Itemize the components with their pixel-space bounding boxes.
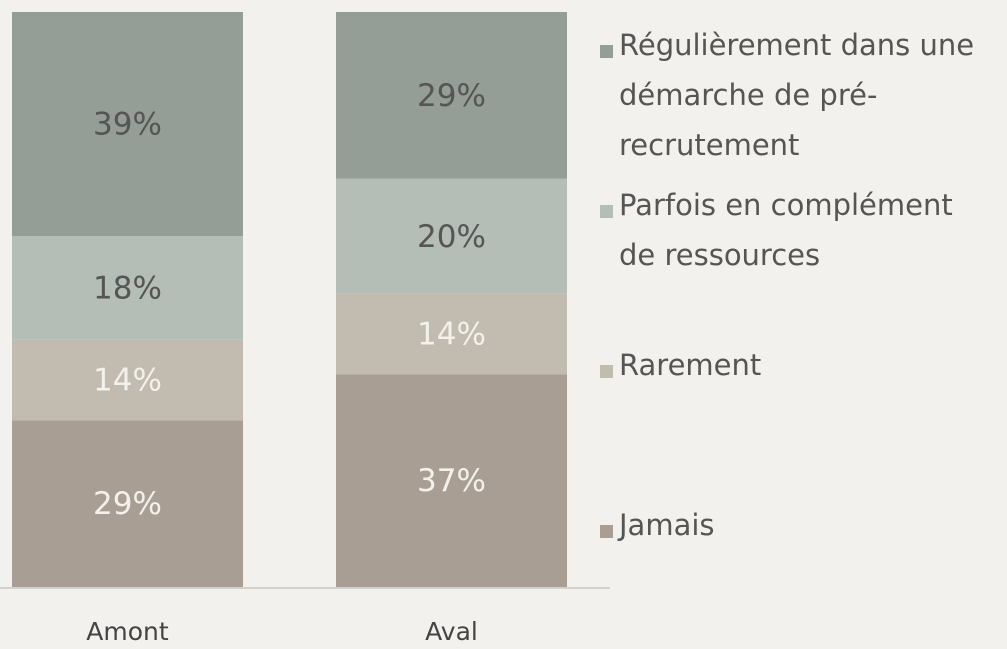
value-label: 39% [93, 107, 162, 143]
bar-segment [12, 420, 243, 587]
legend-swatch [600, 205, 613, 218]
value-label: 29% [417, 78, 486, 114]
legend-item: Parfois en complément de ressources [600, 188, 1000, 280]
bar-segment [336, 12, 567, 179]
legend-swatch [600, 365, 613, 378]
legend-label: Régulièrement dans une démarche de pré-r… [619, 28, 975, 162]
legend-label: Rarement [619, 348, 762, 382]
legend-swatch [600, 45, 613, 58]
bar-segment [336, 178, 567, 294]
bar-segment [336, 374, 567, 587]
x-tick-label: Aval [425, 617, 478, 646]
bar-segment [12, 12, 243, 237]
value-label: 14% [93, 363, 162, 399]
value-label: 37% [417, 463, 486, 499]
legend-swatch [600, 525, 613, 538]
value-label: 14% [417, 317, 486, 353]
x-tick-label: Amont [86, 617, 169, 646]
value-label: 18% [93, 271, 162, 307]
bar-segment [336, 293, 567, 375]
bar-segment [12, 236, 243, 340]
bar-segment [12, 339, 243, 421]
value-label: 29% [93, 486, 162, 522]
legend-label: Parfois en complément de ressources [619, 188, 953, 272]
legend-item: Régulièrement dans une démarche de pré-r… [600, 28, 1000, 170]
value-label: 20% [417, 219, 486, 255]
legend-item: Rarement [600, 348, 1000, 390]
legend-label: Jamais [619, 508, 715, 542]
legend-item: Jamais [600, 508, 1000, 550]
